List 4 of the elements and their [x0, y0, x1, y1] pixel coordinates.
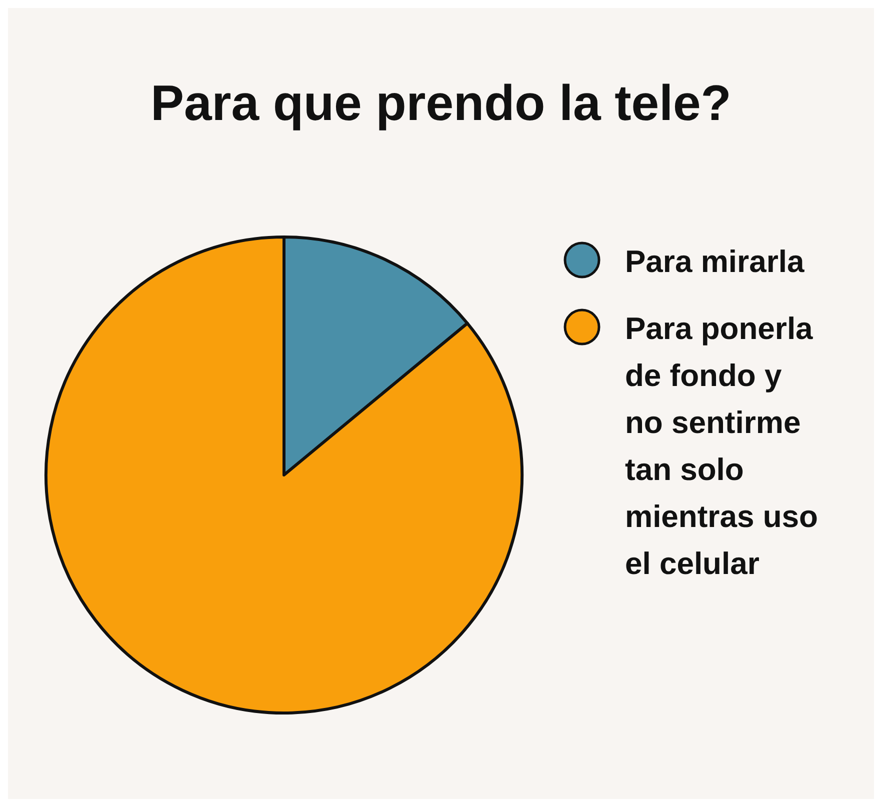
legend-label: Para ponerla de fondo y no sentirme tan solo mientras uso el celular: [625, 311, 818, 581]
legend-label: Para mirarla: [625, 244, 805, 279]
chart-title: Para que prendo la tele?: [150, 75, 732, 131]
pie-slice: [44, 236, 524, 714]
